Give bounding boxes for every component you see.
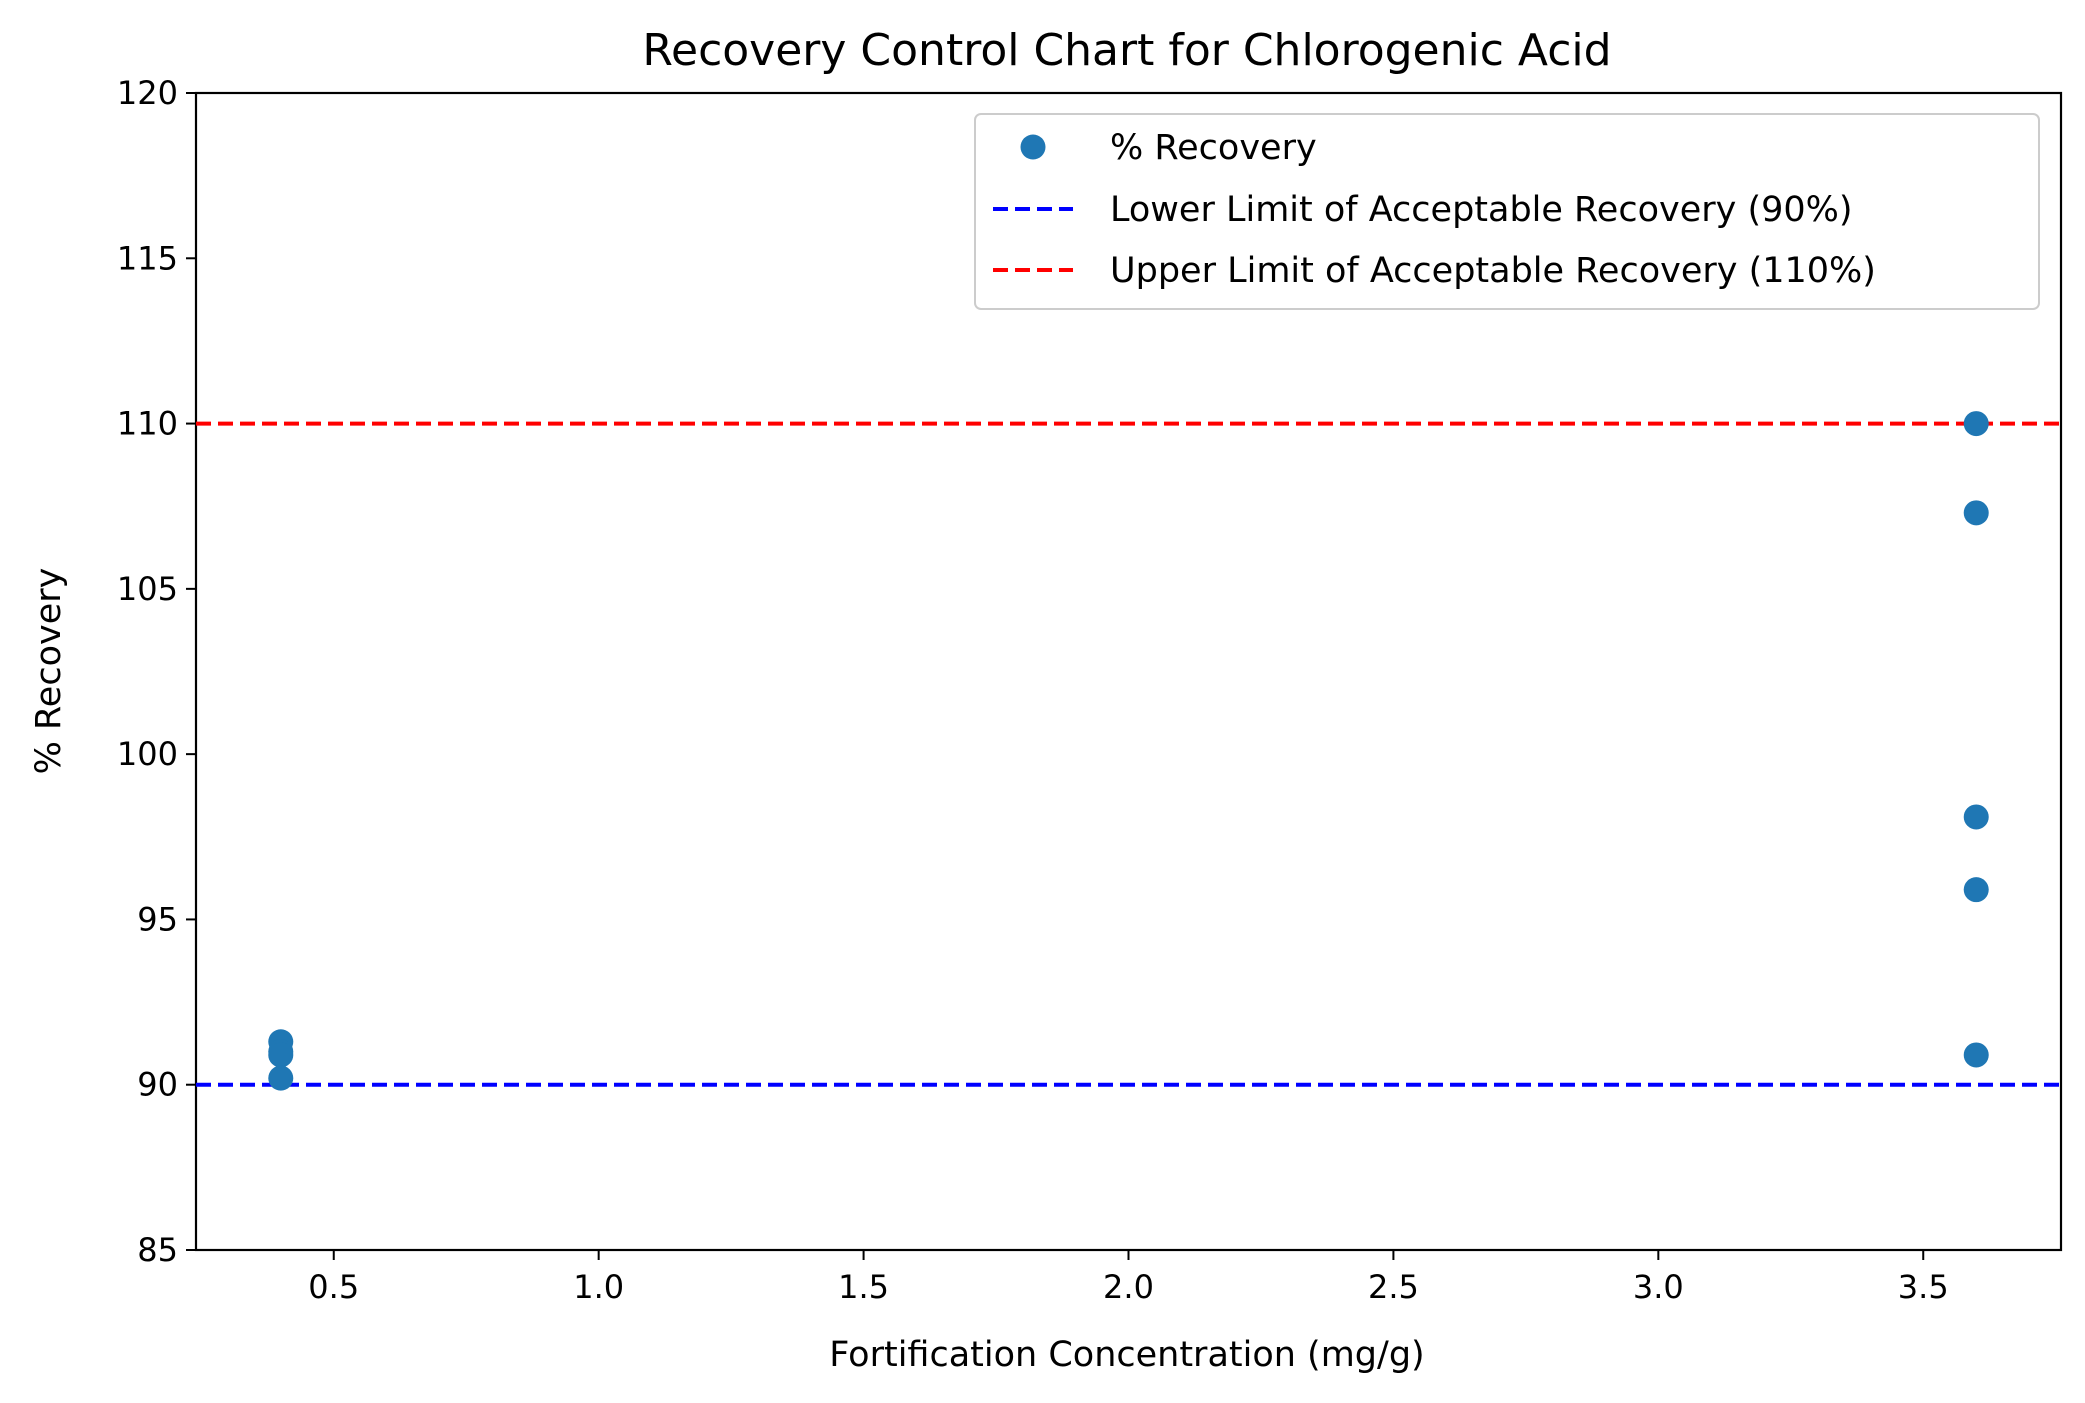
- y-tick-label: 90: [137, 1066, 178, 1104]
- y-tick-label: 100: [117, 735, 178, 773]
- plot-area: 0.5 1.0 1.5 2.0 2.5 3.0 3.5 85 90 95 100 105 110 115…: [117, 74, 2063, 1306]
- recovery-points: [268, 411, 1989, 1091]
- x-tick-label: 3.5: [1898, 1268, 1949, 1306]
- x-tick-label: 3.0: [1633, 1268, 1684, 1306]
- y-tick-label: 85: [137, 1231, 178, 1269]
- x-axis-title: Fortification Concentration (mg/g): [829, 1335, 1424, 1375]
- recovery-point: [268, 1065, 294, 1091]
- legend-label: % Recovery: [1110, 128, 1317, 168]
- x-tick-label: 1.5: [838, 1268, 889, 1306]
- recovery-point: [1963, 500, 1989, 526]
- recovery-point: [1963, 804, 1989, 830]
- legend-box: [974, 113, 2040, 310]
- y-axis-title: % Recovery: [29, 568, 69, 775]
- limit-lines: [196, 421, 2061, 1087]
- recovery-point: [1963, 877, 1989, 903]
- x-tick-label: 2.5: [1368, 1268, 1419, 1306]
- recovery-point: [268, 1042, 294, 1068]
- recovery-point: [1963, 1042, 1989, 1068]
- legend-label: Lower Limit of Acceptable Recovery (90%): [1110, 190, 1853, 230]
- x-tick-label: 1.0: [573, 1268, 624, 1306]
- x-axis: 0.5 1.0 1.5 2.0 2.5 3.0 3.5: [308, 1250, 1949, 1306]
- legend: % Recovery Lower Limit of Acceptable Reco…: [974, 113, 2040, 310]
- x-tick-label: 2.0: [1103, 1268, 1154, 1306]
- y-tick-label: 105: [117, 570, 178, 608]
- y-axis: 85 90 95 100 105 110 115 120: [117, 74, 196, 1269]
- recovery-point: [1963, 411, 1989, 437]
- legend-label: Upper Limit of Acceptable Recovery (110%…: [1110, 251, 1876, 291]
- y-tick-label: 120: [117, 74, 178, 112]
- y-tick-label: 95: [137, 900, 178, 938]
- y-tick-label: 110: [117, 405, 178, 443]
- chart-title: Recovery Control Chart for Chlorogenic A…: [642, 25, 1611, 76]
- legend-marker-points: [1020, 134, 1046, 160]
- x-tick-label: 0.5: [308, 1268, 359, 1306]
- y-tick-label: 115: [117, 239, 178, 277]
